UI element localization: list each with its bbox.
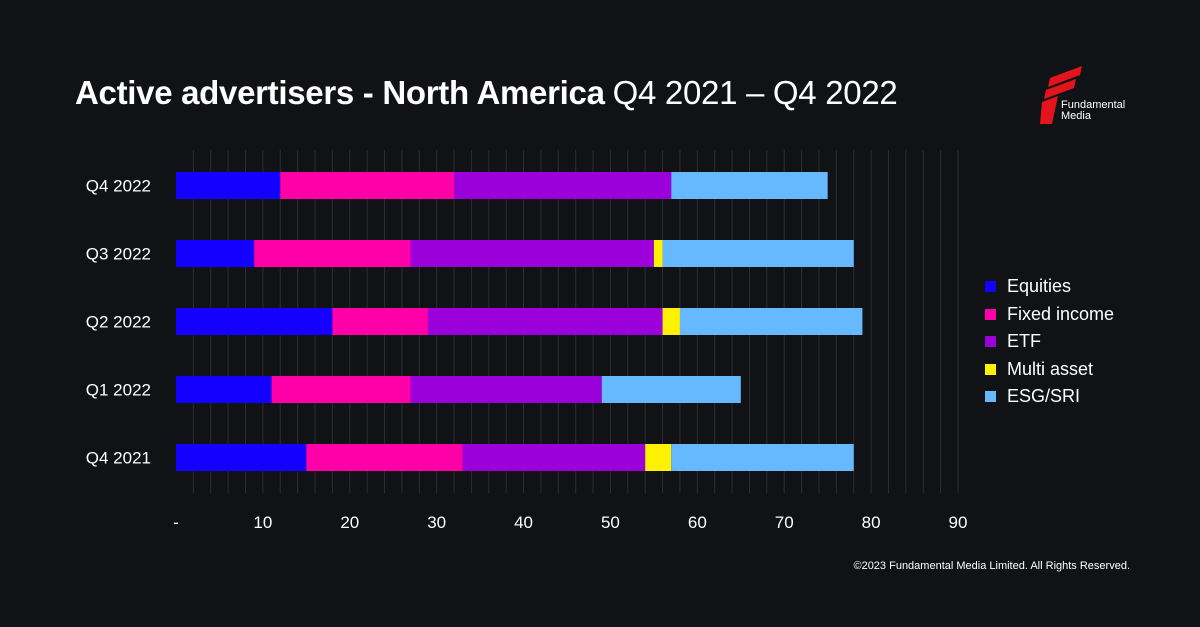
x-tick-label: 40: [514, 513, 533, 532]
bar-segment-esg-sri: [671, 444, 854, 471]
x-tick-label: 30: [427, 513, 446, 532]
bar-segment-equities: [176, 376, 272, 403]
title-period: Q4 2021 – Q4 2022: [612, 74, 898, 111]
bar-segment-etf: [462, 444, 646, 471]
chart-legend: Equities Fixed income ETF Multi asset ESG/SR…: [985, 275, 1165, 413]
legend-label: Multi asset: [1007, 358, 1094, 379]
legend-item: ESG/SRI: [985, 385, 1165, 413]
logo-text-line2: Media: [1061, 110, 1091, 122]
bar-segment-fixed-income: [306, 444, 463, 471]
bar-segment-fixed-income: [332, 308, 428, 335]
legend-swatch: [985, 281, 996, 292]
bar-segment-etf: [427, 308, 663, 335]
bar-segment-equities: [176, 172, 281, 199]
title-main: Active advertisers - North America: [75, 74, 605, 111]
legend-swatch: [985, 363, 996, 375]
x-tick-label: -: [173, 513, 179, 532]
bar-segment-esg-sri: [671, 172, 828, 199]
legend-label: Equities: [1007, 276, 1072, 296]
brand-logo: Fundamental Media: [1040, 66, 1135, 126]
bar-segment-etf: [454, 172, 672, 199]
x-tick-label: 10: [253, 513, 272, 532]
bar-segment-multi-asset: [653, 240, 663, 267]
bar-segment-multi-asset: [662, 308, 680, 335]
legend-label: ETF: [1007, 331, 1041, 351]
logo-mark-icon: [1040, 66, 1082, 124]
bar-segment-equities: [176, 240, 255, 267]
category-label: Q1 2022: [86, 381, 151, 400]
logo-text: Fundamental Media: [1061, 100, 1125, 122]
legend-swatch: [985, 336, 996, 347]
legend-item: Multi asset: [985, 358, 1165, 386]
bar-segment-fixed-income: [271, 376, 411, 403]
x-tick-label: 60: [688, 513, 707, 532]
x-tick-label: 20: [340, 513, 359, 532]
legend-label: ESG/SRI: [1007, 386, 1081, 406]
bar-segment-multi-asset: [645, 444, 672, 471]
bar-segment-equities: [176, 308, 333, 335]
bar-segment-etf: [410, 376, 602, 403]
bar-segment-etf: [410, 240, 654, 267]
x-tick-label: 90: [949, 513, 968, 532]
bar-segment-esg-sri: [679, 308, 863, 335]
category-label: Q4 2021: [86, 449, 151, 468]
category-label: Q2 2022: [86, 313, 151, 332]
category-label: Q3 2022: [86, 245, 151, 264]
legend-item: Fixed income: [985, 303, 1165, 331]
bar-segment-esg-sri: [601, 376, 741, 403]
x-tick-label: 70: [775, 513, 794, 532]
legend-swatch: [985, 308, 996, 320]
x-tick-label: 80: [862, 513, 881, 532]
logo-text-line1: Fundamental: [1061, 99, 1126, 111]
bar-segment-esg-sri: [662, 240, 854, 267]
x-tick-label: 50: [601, 513, 620, 532]
category-label: Q4 2022: [86, 177, 151, 196]
copyright-footer: ©2023 Fundamental Media Limited. All Rig…: [853, 560, 1130, 572]
bar-segment-fixed-income: [280, 172, 455, 199]
legend-item: ETF: [985, 330, 1165, 358]
page-title: Active advertisers - North America Q4 202…: [75, 74, 898, 112]
bar-segment-fixed-income: [254, 240, 411, 267]
bar-segment-equities: [176, 444, 307, 471]
legend-label: Fixed income: [1007, 303, 1115, 324]
legend-item: Equities: [985, 275, 1165, 303]
legend-swatch: [985, 391, 996, 402]
